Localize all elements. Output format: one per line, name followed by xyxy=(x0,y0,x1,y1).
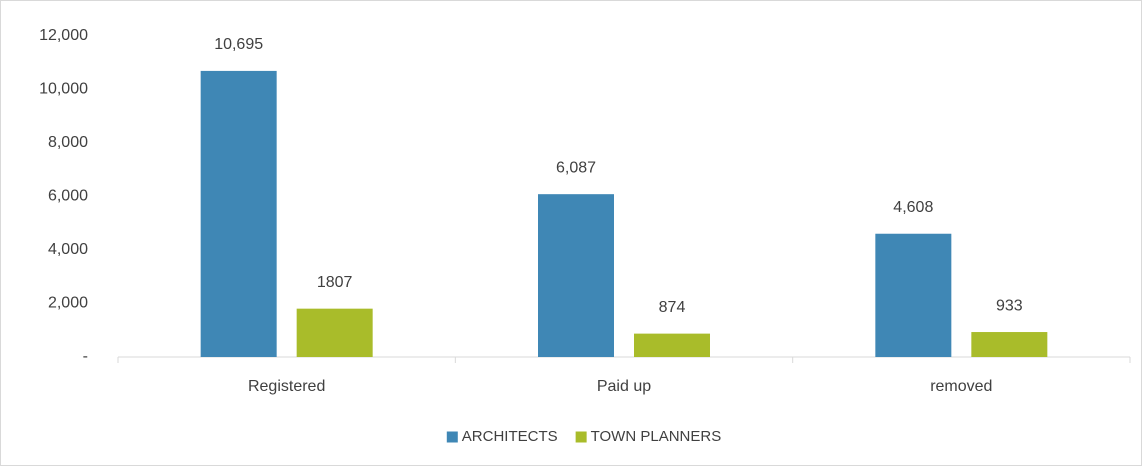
bar xyxy=(634,333,710,357)
legend-label: TOWN PLANNERS xyxy=(591,428,722,445)
y-tick-label: - xyxy=(83,348,88,365)
y-tick-label: 12,000 xyxy=(39,27,88,44)
x-tick-label: Paid up xyxy=(597,378,651,395)
bar xyxy=(296,308,373,357)
data-label: 933 xyxy=(996,297,1023,314)
x-tick-label: removed xyxy=(930,378,992,395)
x-tick-label: Registered xyxy=(248,378,325,395)
data-label: 4,608 xyxy=(893,199,933,216)
bar xyxy=(200,70,277,357)
legend-swatch xyxy=(446,431,458,443)
data-label: 1807 xyxy=(317,274,353,291)
bar xyxy=(875,233,952,357)
y-tick-label: 6,000 xyxy=(48,188,88,205)
data-label: 874 xyxy=(659,299,686,316)
data-label: 10,695 xyxy=(214,36,263,53)
legend-swatch xyxy=(575,431,587,443)
y-tick-label: 2,000 xyxy=(48,295,88,312)
bar xyxy=(971,332,1048,357)
y-tick-label: 8,000 xyxy=(48,134,88,151)
data-label: 6,087 xyxy=(556,159,596,176)
y-tick-label: 10,000 xyxy=(39,81,88,98)
legend-label: ARCHITECTS xyxy=(462,428,558,445)
bar xyxy=(538,194,614,357)
y-tick-label: 4,000 xyxy=(48,241,88,258)
